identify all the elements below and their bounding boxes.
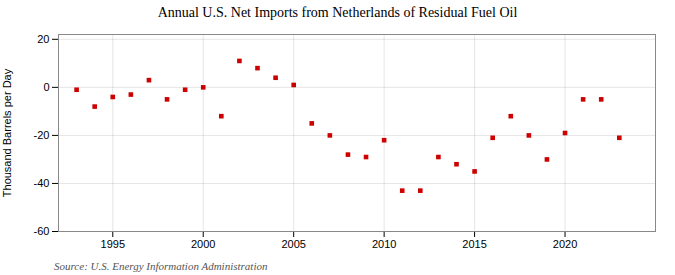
svg-text:2005: 2005 bbox=[281, 238, 305, 250]
svg-text:0: 0 bbox=[43, 81, 49, 93]
svg-text:Thousand Barrels per Day: Thousand Barrels per Day bbox=[1, 68, 13, 197]
svg-text:2015: 2015 bbox=[462, 238, 486, 250]
svg-text:-40: -40 bbox=[34, 177, 50, 189]
svg-text:1995: 1995 bbox=[101, 238, 125, 250]
svg-text:20: 20 bbox=[37, 33, 49, 45]
svg-text:2010: 2010 bbox=[372, 238, 396, 250]
svg-text:2000: 2000 bbox=[191, 238, 215, 250]
svg-text:2020: 2020 bbox=[553, 238, 577, 250]
html-text:Source: U.S. Energy Informatio: Source: U.S. Energy Information Administ… bbox=[54, 260, 268, 272]
svg-text:-60: -60 bbox=[34, 225, 50, 237]
html-text:Annual U.S. Net Imports from N: Annual U.S. Net Imports from Netherlands… bbox=[157, 5, 518, 20]
svg-text:-20: -20 bbox=[34, 129, 50, 141]
